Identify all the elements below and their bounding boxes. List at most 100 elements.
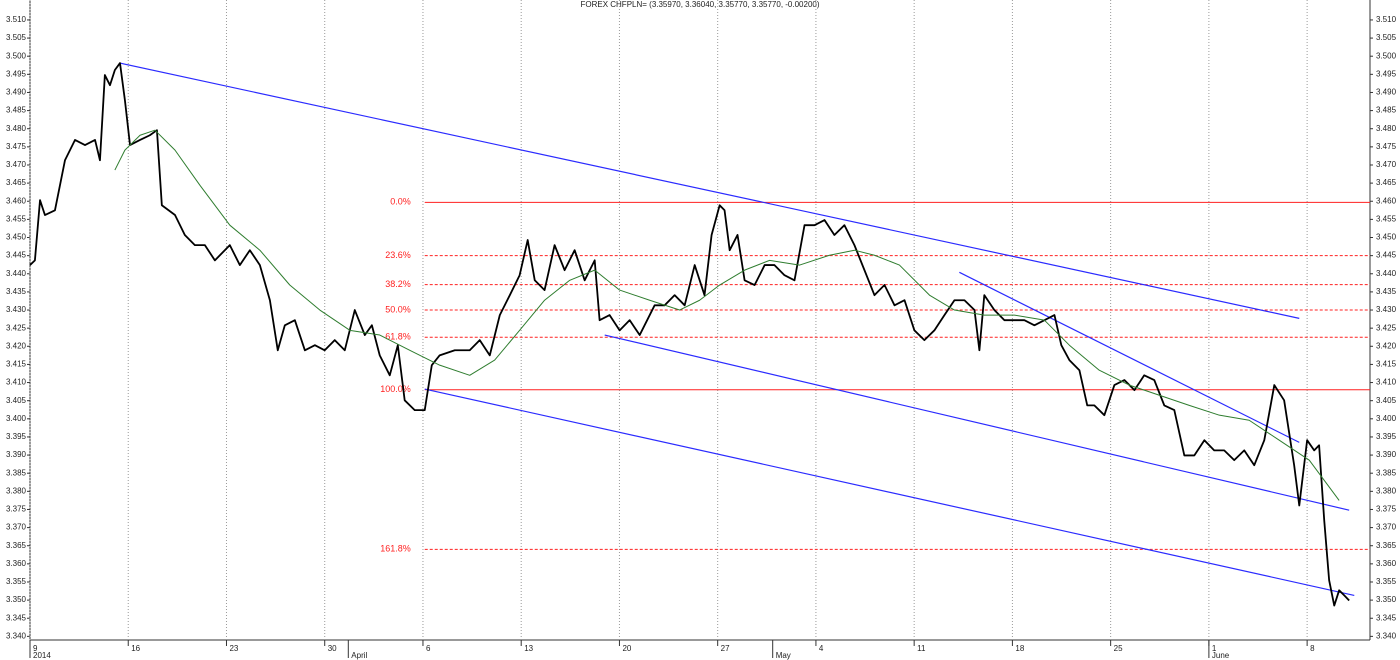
y-tick-label-left: 3.455 — [6, 214, 27, 223]
month-label: April — [351, 651, 367, 660]
y-tick-label-right: 3.455 — [1376, 214, 1397, 223]
y-tick-label-left: 3.465 — [6, 178, 27, 187]
y-tick-label-left: 3.490 — [6, 88, 27, 97]
y-tick-label-left: 3.510 — [6, 15, 27, 24]
y-tick-label-left: 3.480 — [6, 124, 27, 133]
x-tick-label: 30 — [328, 644, 337, 653]
x-tick-label: 6 — [426, 644, 431, 653]
y-tick-label-right: 3.405 — [1376, 396, 1397, 405]
y-tick-label-left: 3.470 — [6, 160, 27, 169]
month-label: June — [1212, 651, 1230, 660]
y-tick-label-left: 3.435 — [6, 287, 27, 296]
y-tick-label-right: 3.475 — [1376, 142, 1397, 151]
y-tick-label-left: 3.505 — [6, 33, 27, 42]
y-tick-label-right: 3.495 — [1376, 69, 1397, 78]
fib-label: 61.8% — [385, 332, 411, 342]
month-label: 2014 — [33, 651, 51, 660]
trendline — [604, 334, 1350, 511]
x-tick-label: 23 — [229, 644, 238, 653]
y-tick-label-right: 3.390 — [1376, 450, 1397, 459]
x-tick-label: 9 — [33, 644, 38, 653]
x-tick-label: 20 — [622, 644, 631, 653]
y-tick-label-left: 3.380 — [6, 486, 27, 495]
x-tick-label: 8 — [1310, 644, 1315, 653]
y-tick-label-right: 3.430 — [1376, 305, 1397, 314]
y-tick-label-left: 3.340 — [6, 631, 27, 640]
y-tick-label-right: 3.440 — [1376, 269, 1397, 278]
y-tick-label-left: 3.415 — [6, 360, 27, 369]
y-tick-label-right: 3.345 — [1376, 613, 1397, 622]
y-tick-label-right: 3.360 — [1376, 559, 1397, 568]
y-tick-label-right: 3.500 — [1376, 51, 1397, 60]
y-tick-label-left: 3.350 — [6, 595, 27, 604]
y-tick-label-left: 3.460 — [6, 196, 27, 205]
fib-label: 161.8% — [380, 544, 411, 554]
fib-label: 0.0% — [390, 197, 411, 207]
y-tick-label-left: 3.370 — [6, 523, 27, 532]
x-tick-label: 16 — [131, 644, 140, 653]
fib-label: 38.2% — [385, 279, 411, 289]
y-tick-label-right: 3.490 — [1376, 88, 1397, 97]
fib-label: 100.0% — [380, 384, 411, 394]
y-tick-label-left: 3.445 — [6, 251, 27, 260]
y-tick-label-left: 3.450 — [6, 233, 27, 242]
y-tick-label-right: 3.505 — [1376, 33, 1397, 42]
y-tick-label-right: 3.465 — [1376, 178, 1397, 187]
y-tick-label-right: 3.355 — [1376, 577, 1397, 586]
y-tick-label-left: 3.390 — [6, 450, 27, 459]
y-tick-label-right: 3.385 — [1376, 468, 1397, 477]
y-tick-label-right: 3.415 — [1376, 360, 1397, 369]
y-tick-label-left: 3.385 — [6, 468, 27, 477]
y-tick-label-left: 3.485 — [6, 106, 27, 115]
x-tick-label: 11 — [917, 644, 926, 653]
y-tick-label-right: 3.460 — [1376, 196, 1397, 205]
y-tick-label-right: 3.400 — [1376, 414, 1397, 423]
trendline — [119, 62, 1300, 319]
y-tick-label-left: 3.395 — [6, 432, 27, 441]
y-tick-label-right: 3.375 — [1376, 505, 1397, 514]
y-tick-label-right: 3.450 — [1376, 233, 1397, 242]
y-tick-label-left: 3.475 — [6, 142, 27, 151]
trendline — [424, 388, 1355, 596]
y-tick-label-left: 3.495 — [6, 69, 27, 78]
x-tick-label: 1 — [1212, 644, 1217, 653]
y-tick-label-right: 3.510 — [1376, 15, 1397, 24]
y-tick-label-right: 3.395 — [1376, 432, 1397, 441]
y-tick-label-left: 3.425 — [6, 323, 27, 332]
y-tick-label-right: 3.350 — [1376, 595, 1397, 604]
x-tick-label: 13 — [524, 644, 533, 653]
y-tick-label-left: 3.440 — [6, 269, 27, 278]
trendline — [959, 271, 1300, 443]
y-tick-label-right: 3.425 — [1376, 323, 1397, 332]
y-tick-label-right: 3.420 — [1376, 341, 1397, 350]
fib-label: 50.0% — [385, 304, 411, 314]
y-tick-label-left: 3.365 — [6, 541, 27, 550]
x-tick-label: 4 — [819, 644, 824, 653]
x-tick-label: 25 — [1114, 644, 1123, 653]
y-tick-label-right: 3.485 — [1376, 106, 1397, 115]
y-tick-label-left: 3.375 — [6, 505, 27, 514]
y-tick-label-left: 3.420 — [6, 341, 27, 350]
y-tick-label-left: 3.405 — [6, 396, 27, 405]
x-tick-label: 18 — [1015, 644, 1024, 653]
y-tick-label-right: 3.470 — [1376, 160, 1397, 169]
x-tick-label: 27 — [721, 644, 730, 653]
chart-title: FOREX CHFPLN= (3.35970, 3.36040, 3.35770… — [580, 0, 819, 9]
y-tick-label-right: 3.480 — [1376, 124, 1397, 133]
y-tick-label-right: 3.365 — [1376, 541, 1397, 550]
y-tick-label-right: 3.380 — [1376, 486, 1397, 495]
y-tick-label-right: 3.340 — [1376, 631, 1397, 640]
y-tick-label-right: 3.410 — [1376, 378, 1397, 387]
y-tick-label-right: 3.445 — [1376, 251, 1397, 260]
fib-label: 23.6% — [385, 250, 411, 260]
y-tick-label-left: 3.410 — [6, 378, 27, 387]
price-line — [29, 62, 1350, 607]
y-tick-label-left: 3.355 — [6, 577, 27, 586]
y-tick-label-left: 3.360 — [6, 559, 27, 568]
y-tick-label-left: 3.500 — [6, 51, 27, 60]
y-tick-label-left: 3.345 — [6, 613, 27, 622]
moving-average-line — [114, 129, 1340, 501]
